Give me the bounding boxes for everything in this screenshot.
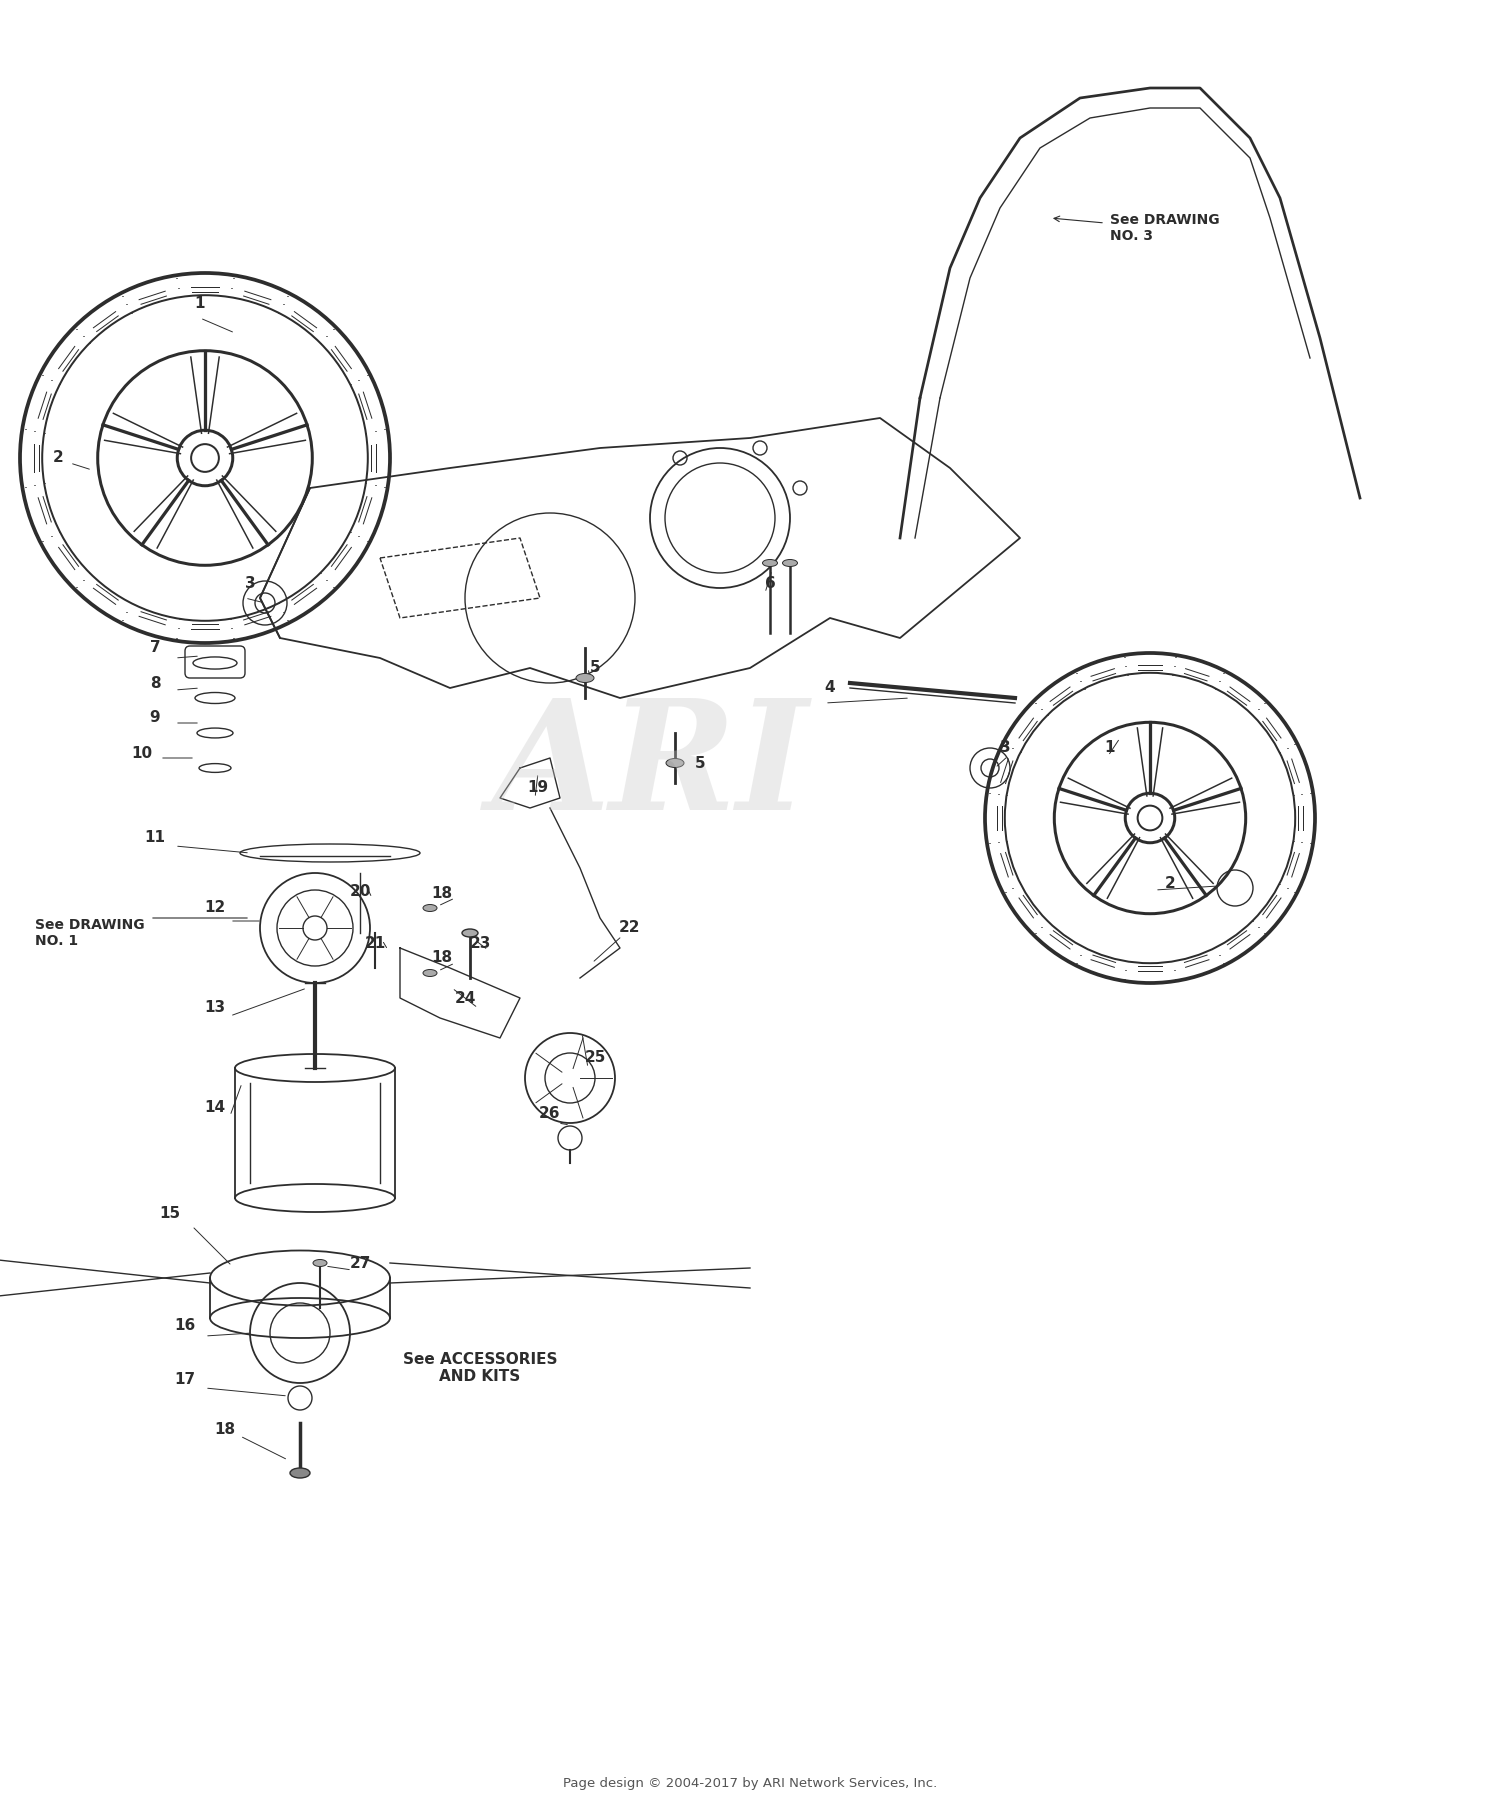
Text: 7: 7	[150, 640, 160, 656]
Text: 10: 10	[132, 745, 153, 760]
Text: 9: 9	[150, 711, 160, 725]
Text: See DRAWING
NO. 1: See DRAWING NO. 1	[34, 918, 144, 949]
Text: 18: 18	[432, 885, 453, 900]
Ellipse shape	[462, 929, 478, 936]
Text: 20: 20	[350, 884, 370, 898]
Text: 15: 15	[159, 1205, 180, 1220]
Ellipse shape	[576, 673, 594, 682]
Ellipse shape	[314, 1260, 327, 1267]
Text: 17: 17	[174, 1373, 195, 1387]
Text: 25: 25	[585, 1051, 606, 1065]
Text: 1: 1	[195, 296, 206, 311]
Text: 18: 18	[432, 951, 453, 965]
Text: 1: 1	[1104, 740, 1114, 756]
Text: 4: 4	[825, 680, 836, 696]
Text: 18: 18	[214, 1422, 236, 1438]
Text: 26: 26	[540, 1105, 561, 1120]
Text: 3: 3	[244, 576, 255, 591]
Ellipse shape	[762, 560, 777, 567]
Text: 8: 8	[150, 676, 160, 691]
Ellipse shape	[783, 560, 798, 567]
Text: See DRAWING
NO. 3: See DRAWING NO. 3	[1110, 213, 1220, 244]
Text: 13: 13	[204, 1000, 225, 1016]
Ellipse shape	[290, 1467, 310, 1478]
Text: 11: 11	[144, 831, 165, 845]
Text: 5: 5	[590, 660, 600, 676]
Text: 22: 22	[620, 920, 640, 936]
Ellipse shape	[423, 905, 436, 911]
Text: 12: 12	[204, 900, 225, 916]
Text: 2: 2	[1164, 876, 1176, 891]
Text: 16: 16	[174, 1318, 195, 1333]
Text: 3: 3	[999, 740, 1011, 756]
Ellipse shape	[423, 969, 436, 976]
Text: See ACCESSORIES
AND KITS: See ACCESSORIES AND KITS	[402, 1353, 558, 1383]
Text: 23: 23	[470, 936, 490, 951]
Text: 6: 6	[765, 576, 776, 591]
Text: 21: 21	[364, 936, 386, 951]
Ellipse shape	[666, 758, 684, 767]
Text: 14: 14	[204, 1100, 225, 1116]
Text: 2: 2	[53, 451, 63, 465]
Text: Page design © 2004-2017 by ARI Network Services, Inc.: Page design © 2004-2017 by ARI Network S…	[562, 1776, 938, 1789]
Text: 24: 24	[454, 991, 476, 1005]
Text: 5: 5	[694, 756, 705, 771]
Text: 19: 19	[528, 780, 549, 796]
Text: 27: 27	[350, 1256, 370, 1271]
Text: ARI: ARI	[492, 693, 808, 842]
